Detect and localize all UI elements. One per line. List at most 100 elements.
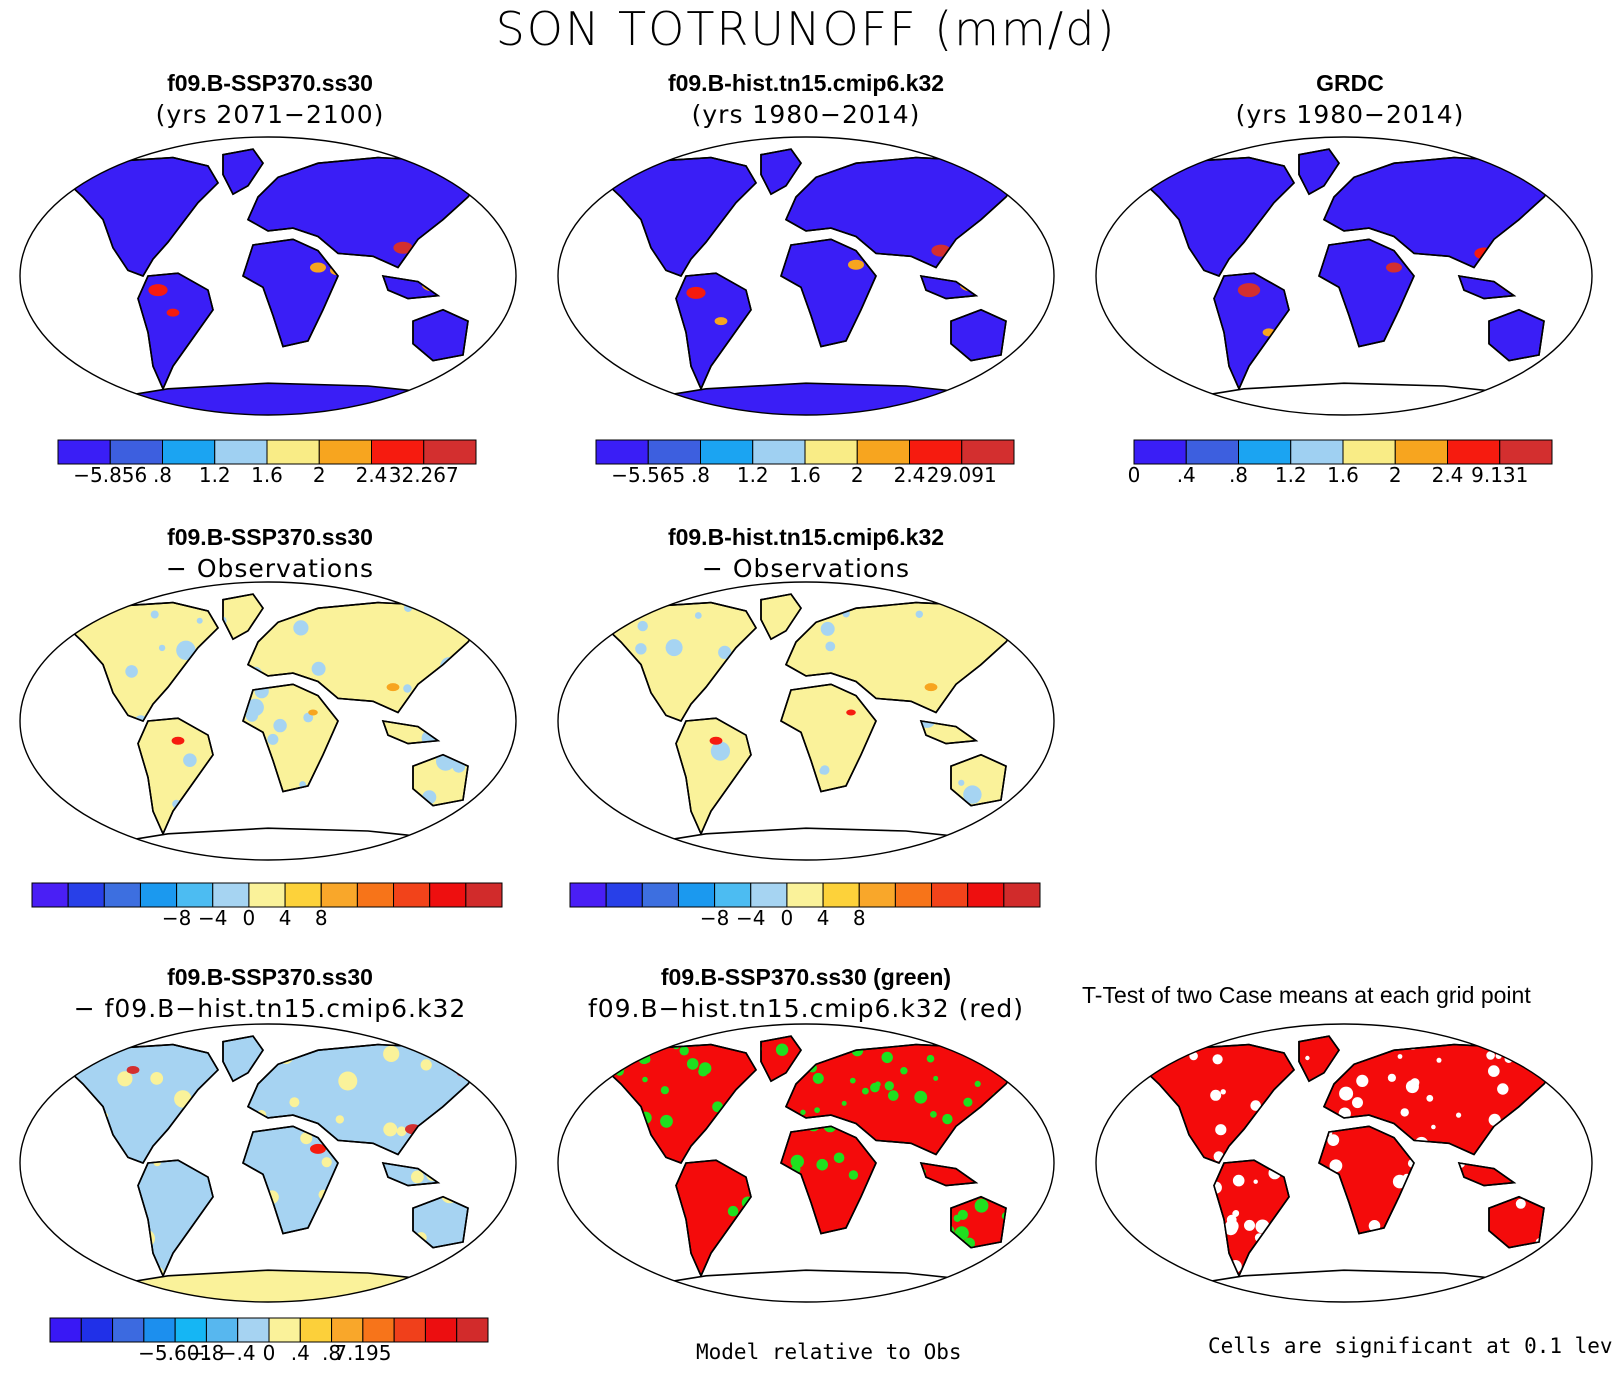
- map-speckle: [819, 767, 827, 775]
- map-speckle: [1212, 1054, 1223, 1065]
- coastline-namerica: [1142, 156, 1296, 277]
- colorbar-swatch: [356, 882, 395, 908]
- map-speckle: [113, 1279, 130, 1296]
- map-speckle: [888, 1090, 899, 1101]
- map-speckle: [884, 1081, 894, 1091]
- map-border: [19, 1023, 517, 1303]
- map-speckle: [1028, 638, 1043, 653]
- coastline-australia: [950, 308, 1007, 362]
- map-speckle: [1232, 1210, 1239, 1217]
- coastline-seasia: [381, 1161, 441, 1187]
- map-speckle: [311, 661, 326, 676]
- colorbar-swatch: [214, 439, 268, 465]
- colorbar-swatch: [67, 882, 105, 908]
- map-speckle: [654, 840, 670, 856]
- map-speckle: [273, 718, 287, 733]
- map-speckle: [642, 1076, 648, 1083]
- colorbar-tick-label: −5.565: [611, 463, 685, 487]
- colorbar-tick-label: −5.856: [73, 463, 147, 487]
- colorbar-tick-label: 1.6: [251, 463, 283, 487]
- map-speckle: [473, 1248, 481, 1256]
- map-speckle: [1564, 1276, 1569, 1281]
- colorbar-swatch: [237, 1317, 270, 1343]
- map-speckle: [267, 733, 279, 745]
- colorbar-swatch: [112, 1317, 145, 1343]
- map-speckle: [660, 1086, 669, 1095]
- map-hotspot: [393, 241, 413, 254]
- map-speckle: [150, 610, 159, 619]
- colorbar-swatch: [714, 882, 752, 908]
- map-speckle: [1352, 1097, 1363, 1109]
- panel-4-subtitle: − Observations: [165, 554, 375, 583]
- panel-3-title: GRDC (yrs 1980−2014): [1120, 68, 1580, 130]
- colorbar-tick-label: 8: [315, 906, 328, 930]
- colorbar-swatch: [49, 1317, 82, 1343]
- coastline-greenland: [222, 593, 264, 641]
- map-speckle: [466, 1261, 475, 1270]
- map-speckle: [874, 1081, 881, 1088]
- colorbar-swatch: [909, 439, 963, 465]
- colorbar-swatch: [1447, 439, 1501, 465]
- coastline-eurasia: [784, 156, 1023, 269]
- coastline-samerica: [1213, 1159, 1290, 1278]
- colorbar-swatch: [362, 1317, 395, 1343]
- map-speckle: [1045, 1090, 1055, 1100]
- coastline-australia: [950, 753, 1007, 807]
- map-speckle: [338, 1071, 358, 1091]
- map-speckle: [915, 610, 923, 618]
- coastline-greenland: [222, 1035, 264, 1083]
- map-hotspot: [310, 262, 326, 273]
- map-hotspot: [709, 736, 723, 745]
- map-speckle: [1486, 1051, 1495, 1060]
- coastline-greenland: [760, 1035, 802, 1083]
- map-speckle: [900, 1067, 908, 1075]
- coastline-africa: [1318, 1125, 1415, 1235]
- colorbar-panel-7: −5.601−.8−.4 0 .4 .87.195: [49, 1317, 489, 1365]
- coastline-eurasia: [246, 1043, 485, 1156]
- map-speckle: [992, 1049, 1006, 1063]
- panel-1-years: (yrs 2071−2100): [155, 100, 385, 129]
- map-speckle: [699, 1062, 712, 1075]
- colorbar-swatch: [103, 882, 141, 908]
- map-speckle: [45, 801, 52, 808]
- colorbar-tick-label: 0: [243, 906, 256, 930]
- map-speckle: [727, 1205, 739, 1217]
- map-speckle: [158, 644, 166, 652]
- colorbar-swatch: [1238, 439, 1292, 465]
- map-speckle: [942, 1113, 953, 1125]
- map-speckle: [1009, 1246, 1018, 1254]
- map-speckle: [49, 829, 56, 836]
- map-speckle: [1329, 1159, 1343, 1173]
- map-speckle: [679, 1046, 689, 1056]
- panel-5-case-name: f09.B-hist.tn15.cmip6.k32: [667, 524, 945, 550]
- panel-5-title: f09.B-hist.tn15.cmip6.k32 − Observations: [576, 522, 1036, 584]
- map-speckle: [383, 1122, 398, 1137]
- colorbar-swatch: [143, 1317, 176, 1343]
- colorbar-swatch: [456, 1317, 489, 1343]
- map-speckle: [816, 1158, 828, 1171]
- colorbar-swatch: [750, 882, 788, 908]
- colorbar-swatch: [174, 1317, 207, 1343]
- map-speckle: [1126, 1260, 1139, 1273]
- map-speckle: [1031, 1288, 1040, 1297]
- colorbar-swatch: [804, 439, 858, 465]
- colorbar-tick-label: 2: [1389, 463, 1402, 487]
- panel-2-years: (yrs 1980−2014): [691, 100, 921, 129]
- map-speckle: [569, 599, 585, 615]
- map-speckle: [183, 753, 197, 767]
- map-speckle: [411, 1170, 424, 1184]
- map-hotspot: [310, 1143, 326, 1154]
- map-panel-7: [19, 1022, 517, 1303]
- colorbar-tick-label: 2: [313, 463, 326, 487]
- map-speckle: [991, 597, 1005, 611]
- map-speckle: [694, 612, 702, 619]
- coastline-samerica: [137, 1159, 214, 1278]
- map-border: [19, 581, 517, 861]
- map-speckle: [115, 1022, 128, 1033]
- map-speckle: [1356, 1074, 1369, 1087]
- map-speckle: [790, 1154, 804, 1169]
- colorbar-tick-label: 1.2: [1275, 463, 1307, 487]
- map-speckle: [1167, 1276, 1175, 1284]
- map-speckle: [962, 587, 969, 594]
- map-speckle: [606, 1057, 607, 1065]
